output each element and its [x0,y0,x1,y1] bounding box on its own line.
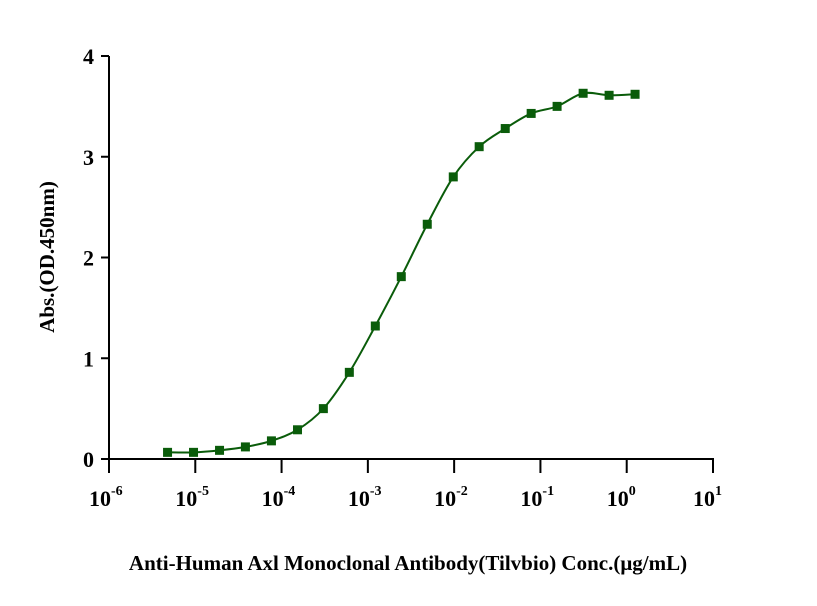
data-point [396,272,406,282]
data-point [189,447,199,457]
y-tick-label: 4 [83,44,94,69]
data-point [604,90,614,100]
data-point [630,89,640,99]
x-tick-label: 100 [607,484,636,511]
x-tick-exponent: -4 [284,484,296,499]
x-tick-label: 10-1 [520,484,554,511]
x-tick-exponent: -2 [456,484,468,499]
x-tick-exponent: 1 [715,484,722,499]
x-tick-base: 10 [693,486,715,511]
data-points [163,88,640,457]
x-tick-label: 10-4 [262,484,296,511]
data-point [526,108,536,118]
x-tick-base: 10 [262,486,284,511]
data-point [370,321,380,331]
x-tick-base: 10 [607,486,629,511]
x-tick-label: 10-3 [348,484,382,511]
y-tick-label: 1 [83,346,94,371]
data-point [240,442,250,452]
x-axis-title: Anti-Human Axl Monoclonal Antibody(Tilvb… [129,551,687,575]
data-point [266,436,276,446]
data-point [578,88,588,98]
data-point [474,142,484,152]
x-tick-base: 10 [175,486,197,511]
data-point [344,367,354,377]
data-point [500,124,510,134]
data-point [163,447,173,457]
y-tick-label: 0 [83,447,94,472]
x-tick-exponent: 0 [629,484,636,499]
data-point [448,172,458,182]
data-point [293,425,303,435]
y-tick-label: 2 [83,246,94,271]
x-tick-base: 10 [434,486,456,511]
x-tick-label: 101 [693,484,722,511]
x-tick-base: 10 [89,486,111,511]
x-tick-exponent: -3 [370,484,382,499]
data-point [552,101,562,111]
x-tick-base: 10 [520,486,542,511]
y-axis-title: Abs.(OD.450nm) [35,181,59,333]
x-tick-exponent: -5 [197,484,209,499]
y-tick-label: 3 [83,145,94,170]
x-tick-label: 10-6 [89,484,123,511]
data-point [422,219,432,229]
x-tick-base: 10 [348,486,370,511]
data-point [215,445,225,455]
x-tick-exponent: -6 [111,484,123,499]
x-tick-exponent: -1 [542,484,554,499]
x-tick-label: 10-2 [434,484,468,511]
x-tick-label: 10-5 [175,484,209,511]
data-point [318,404,328,414]
